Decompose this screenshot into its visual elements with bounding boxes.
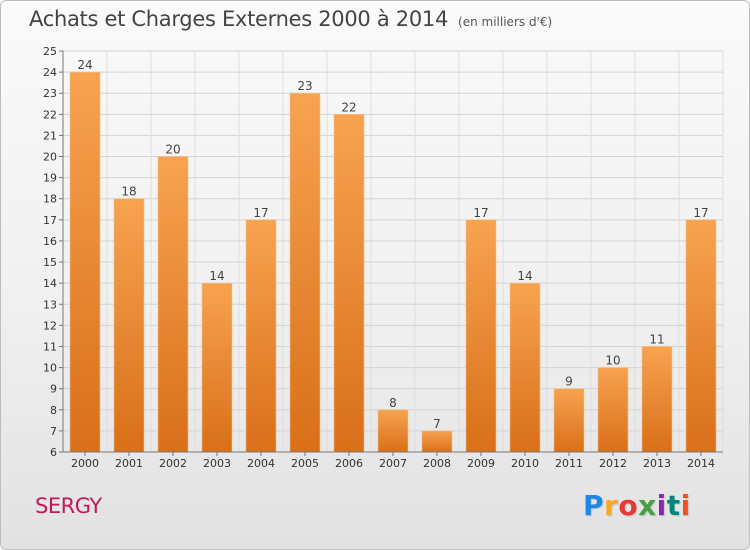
x-tick-label: 2003: [203, 457, 231, 470]
bar-2009: [465, 219, 497, 453]
x-tick-label: 2006: [335, 457, 363, 470]
location-name: SERGY: [35, 494, 102, 518]
bar-value-label: 17: [253, 206, 268, 220]
chart-title: Achats et Charges Externes 2000 à 2014 (e…: [29, 7, 552, 31]
bar-value-label: 24: [77, 58, 92, 72]
x-tick-label: 2009: [467, 457, 495, 470]
x-tick-label: 2011: [555, 457, 583, 470]
axes-group: 6 7 8 9 10 11 12 13 14 15 16 17 18 19 20 21 22 23 24 25 2000…: [43, 45, 723, 470]
proxiti-logo[interactable]: Proxiti: [583, 489, 691, 522]
bar-value-label: 20: [165, 143, 180, 157]
bar-2013: [641, 346, 673, 453]
bar-2001: [113, 198, 145, 453]
bar-2011: [553, 388, 585, 453]
logo-letter: t: [666, 489, 681, 522]
x-tick-label: 2007: [379, 457, 407, 470]
x-tick-label: 2005: [291, 457, 319, 470]
logo-letter: x: [638, 489, 657, 522]
bar-2012: [597, 367, 629, 453]
bar-2014: [685, 219, 717, 453]
y-tick-label: 25: [43, 45, 57, 58]
y-tick-label: 23: [43, 87, 57, 100]
bar-2003: [201, 282, 233, 453]
bars-group: 24 18 20 14 17 23 22 8 7 17 14 9 10 11 17: [69, 58, 717, 453]
logo-letter: o: [618, 489, 639, 522]
y-tick-label: 10: [43, 362, 57, 375]
y-tick-label: 21: [43, 129, 57, 142]
bar-value-label: 8: [389, 396, 397, 410]
bar-value-label: 18: [121, 185, 136, 199]
bar-value-label: 17: [473, 206, 488, 220]
x-tick-label: 2000: [71, 457, 99, 470]
bar-value-label: 14: [209, 269, 224, 283]
y-tick-label: 11: [43, 340, 57, 353]
y-tick-label: 6: [50, 446, 57, 459]
chart-subtitle: (en milliers d'€): [458, 15, 553, 29]
y-tick-label: 18: [43, 193, 57, 206]
bar-value-label: 23: [297, 79, 312, 93]
bar-2005: [289, 92, 321, 453]
y-tick-label: 22: [43, 108, 57, 121]
x-tick-label: 2012: [599, 457, 627, 470]
bar-2002: [157, 156, 189, 453]
y-tick-label: 20: [43, 151, 57, 164]
x-tick-label: 2004: [247, 457, 275, 470]
y-tick-label: 13: [43, 298, 57, 311]
bar-2008: [421, 430, 453, 453]
x-tick-label: 2014: [687, 457, 715, 470]
bar-value-label: 17: [693, 206, 708, 220]
chart-title-text: Achats et Charges Externes 2000 à 2014: [29, 7, 449, 31]
x-tick-label: 2001: [115, 457, 143, 470]
bar-2006: [333, 114, 365, 453]
logo-letter: i: [680, 489, 691, 522]
y-tick-label: 8: [50, 404, 57, 417]
bar-value-label: 14: [517, 269, 532, 283]
logo-letter: r: [604, 489, 619, 522]
bar-value-label: 7: [433, 417, 441, 431]
bar-value-label: 11: [649, 332, 664, 346]
y-tick-label: 12: [43, 319, 57, 332]
y-tick-label: 24: [43, 66, 57, 79]
y-tick-label: 9: [50, 383, 57, 396]
x-tick-label: 2008: [423, 457, 451, 470]
logo-letter: P: [583, 489, 605, 522]
y-tick-label: 19: [43, 172, 57, 185]
bar-2007: [377, 409, 409, 453]
y-tick-label: 7: [50, 425, 57, 438]
bar-2004: [245, 219, 277, 453]
bar-2000: [69, 71, 101, 453]
y-tick-label: 14: [43, 277, 57, 290]
bar-value-label: 10: [605, 354, 620, 368]
x-tick-label: 2010: [511, 457, 539, 470]
y-tick-label: 16: [43, 235, 57, 248]
bar-value-label: 22: [341, 100, 356, 114]
x-tick-label: 2002: [159, 457, 187, 470]
logo-letter: i: [656, 489, 667, 522]
bar-value-label: 9: [565, 375, 573, 389]
bar-2010: [509, 282, 541, 453]
y-tick-label: 17: [43, 214, 57, 227]
x-tick-label: 2013: [643, 457, 671, 470]
y-tick-label: 15: [43, 256, 57, 269]
